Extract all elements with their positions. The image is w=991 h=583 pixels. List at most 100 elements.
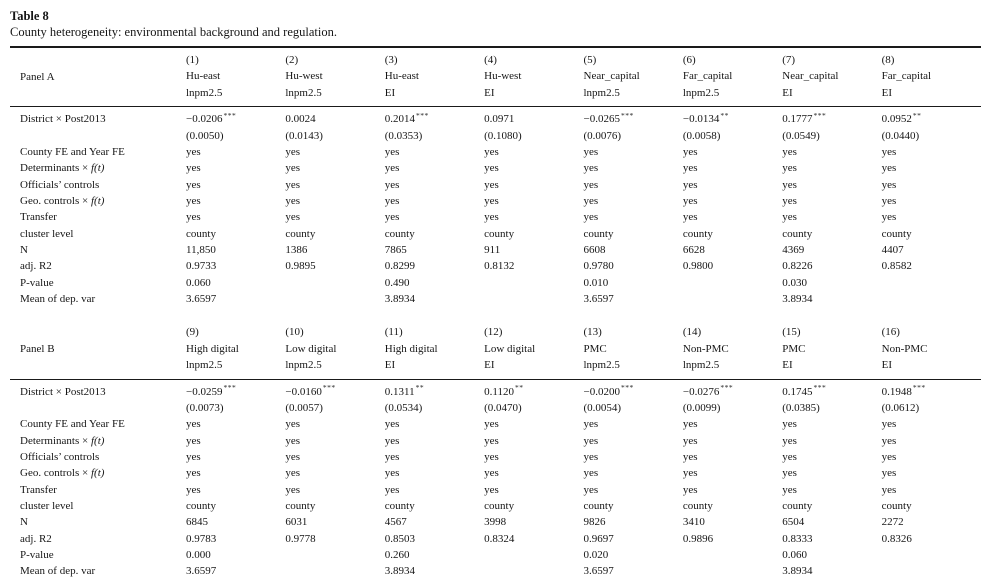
value-cell: county bbox=[881, 499, 912, 512]
column-header-num: (7) bbox=[782, 54, 796, 66]
value-cell: −0.0259*** bbox=[186, 383, 237, 398]
table-row: District × Post2013 −0.0259*** −0.0160*** 0… bbox=[10, 379, 981, 400]
column-header-group: Non-PMC bbox=[881, 342, 928, 355]
value-cell: yes bbox=[384, 418, 400, 431]
row-label: Geo. controls × f(t) bbox=[20, 194, 105, 207]
value-cell: 0.0952** bbox=[881, 110, 922, 126]
significance-stars: ** bbox=[514, 383, 524, 393]
table-row: Geo. controls × f(t) yes yes yes yes yes yes ye… bbox=[10, 193, 981, 209]
column-header-dep: lnpm2.5 bbox=[186, 359, 223, 372]
value-cell: 0.260 bbox=[384, 549, 410, 561]
value-cell: yes bbox=[782, 434, 797, 447]
value-cell bbox=[285, 291, 384, 307]
significance-stars: *** bbox=[720, 383, 734, 393]
value-cell: 0.8132 bbox=[484, 260, 515, 273]
row-label: Determinants × f(t) bbox=[20, 434, 105, 447]
table-row: County FE and Year FE yes yes yes yes yes yes y… bbox=[10, 144, 981, 160]
value-cell bbox=[285, 563, 384, 583]
value-cell: yes bbox=[682, 145, 698, 158]
row-label: District × Post2013 bbox=[20, 113, 106, 126]
significance-stars: *** bbox=[416, 110, 429, 120]
column-header-num: (11) bbox=[384, 326, 403, 339]
value-cell: (0.0057) bbox=[285, 401, 323, 414]
table-row: N 11,850 1386 7865 911 6608 6628 4369 4407 bbox=[10, 242, 981, 258]
significance-stars: *** bbox=[620, 110, 634, 120]
value-cell: yes bbox=[583, 450, 599, 463]
column-header-group: Hu-west bbox=[484, 70, 522, 83]
value-cell: −0.0265*** bbox=[583, 110, 634, 126]
table-row: Determinants × f(t) yes yes yes yes yes yes yes… bbox=[10, 160, 981, 176]
column-header-num: (14) bbox=[682, 326, 702, 339]
table-title: Table 8 bbox=[10, 9, 49, 23]
significance-stars: ** bbox=[912, 110, 922, 120]
value-cell: county bbox=[285, 227, 316, 240]
value-cell: 6845 bbox=[186, 516, 208, 529]
column-header-group: Low digital bbox=[484, 342, 536, 355]
value-cell: 0.9783 bbox=[186, 532, 217, 545]
column-header-num: (16) bbox=[881, 326, 900, 339]
value-cell: yes bbox=[285, 194, 301, 207]
value-cell: yes bbox=[384, 178, 400, 191]
column-header-num: (13) bbox=[583, 326, 602, 339]
column-header: (6) Far_capital lnpm2.5 bbox=[683, 47, 782, 107]
value-cell: 0.8582 bbox=[881, 260, 912, 273]
value-cell bbox=[484, 275, 583, 291]
value-cell: yes bbox=[285, 211, 301, 224]
value-cell bbox=[683, 547, 782, 563]
column-header-dep: lnpm2.5 bbox=[285, 86, 322, 99]
column-header: (11) High digital EI bbox=[385, 320, 484, 379]
value-cell: yes bbox=[285, 418, 301, 431]
value-cell: 0.0971 bbox=[484, 113, 515, 126]
value-cell: 3.8934 bbox=[384, 293, 415, 305]
column-header-group: Low digital bbox=[285, 342, 337, 355]
row-label: County FE and Year FE bbox=[20, 145, 125, 158]
row-label: Transfer bbox=[20, 483, 57, 496]
row-label: County FE and Year FE bbox=[20, 418, 125, 431]
column-header: (3) Hu-east EI bbox=[385, 47, 484, 107]
value-cell: yes bbox=[881, 434, 897, 447]
value-cell bbox=[484, 291, 583, 307]
table-row: Mean of dep. var 3.6597 3.8934 3.6597 3.8934 bbox=[10, 291, 981, 307]
value-cell: county bbox=[881, 227, 912, 240]
column-header-num: (12) bbox=[484, 326, 503, 339]
value-cell: 9826 bbox=[583, 516, 606, 529]
panel-header: Panel B (9) High digital lnpm2.5 (10) Low dig… bbox=[10, 320, 981, 380]
value-cell: yes bbox=[384, 211, 400, 224]
value-cell: yes bbox=[782, 418, 797, 431]
column-header-dep: EI bbox=[881, 86, 893, 99]
value-cell: 0.8326 bbox=[881, 532, 912, 545]
value-cell: 911 bbox=[484, 243, 501, 256]
value-cell: yes bbox=[682, 211, 698, 224]
value-cell: (0.0385) bbox=[782, 401, 820, 414]
value-cell: county bbox=[186, 499, 216, 512]
row-label: Officials’ controls bbox=[20, 178, 100, 191]
table-row: adj. R2 0.9733 0.9895 0.8299 0.8132 0.9780 0.9… bbox=[10, 258, 981, 274]
column-header-group: Far_capital bbox=[682, 70, 733, 83]
value-cell: 3.6597 bbox=[186, 565, 217, 578]
value-cell: (0.0353) bbox=[384, 129, 423, 142]
value-cell: 0.9896 bbox=[682, 532, 714, 545]
value-cell: 0.8324 bbox=[484, 532, 515, 545]
value-cell: (0.0143) bbox=[285, 129, 323, 142]
value-cell bbox=[484, 547, 583, 563]
significance-stars: *** bbox=[912, 383, 926, 393]
value-cell: yes bbox=[583, 178, 599, 191]
value-cell: 7865 bbox=[384, 243, 407, 256]
value-cell: yes bbox=[881, 145, 897, 158]
value-cell: −0.0160*** bbox=[285, 383, 336, 398]
value-cell: 0.030 bbox=[782, 276, 807, 289]
value-cell: yes bbox=[583, 194, 599, 207]
column-header-num: (9) bbox=[186, 326, 199, 339]
value-cell: 0.060 bbox=[186, 276, 211, 289]
value-cell: county bbox=[186, 227, 216, 240]
table-row: Officials’ controls yes yes yes yes yes yes yes… bbox=[10, 177, 981, 193]
value-cell: yes bbox=[782, 145, 797, 158]
column-header-num: (8) bbox=[881, 54, 895, 66]
value-cell: 0.1745*** bbox=[782, 383, 827, 398]
value-cell: 3.8934 bbox=[782, 293, 813, 305]
value-cell: 4369 bbox=[782, 243, 805, 256]
column-header: (7) Near_capital EI bbox=[782, 47, 881, 107]
value-cell: yes bbox=[682, 178, 698, 191]
value-cell: 3998 bbox=[484, 516, 507, 529]
